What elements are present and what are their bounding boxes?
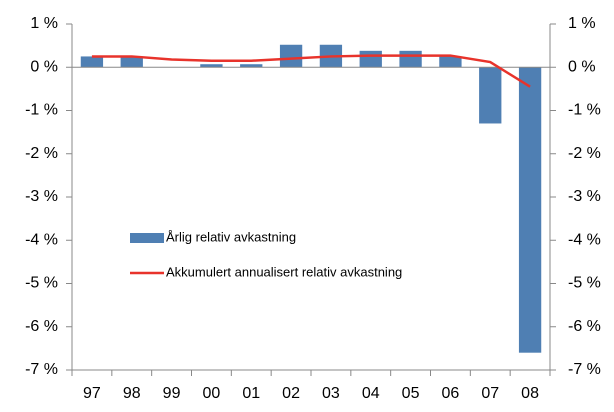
y2-tick-label: -5 % xyxy=(568,275,601,292)
legend-label: Akkumulert annualisert relativ avkastnin… xyxy=(166,264,402,279)
x-tick-label: 01 xyxy=(242,385,260,402)
x-tick-label: 06 xyxy=(442,385,460,402)
x-tick-label: 00 xyxy=(203,385,221,402)
bar xyxy=(518,67,542,353)
y-tick-label: 1 % xyxy=(30,15,58,32)
y-tick-label: -1 % xyxy=(25,102,58,119)
bar xyxy=(200,64,223,68)
y2-tick-label: 1 % xyxy=(568,15,596,32)
y2-tick-label: 0 % xyxy=(568,58,596,75)
bar xyxy=(120,56,143,68)
x-tick-label: 97 xyxy=(83,385,101,402)
y2-tick-label: -6 % xyxy=(568,318,601,335)
bar xyxy=(359,50,382,68)
y2-tick-label: -7 % xyxy=(568,361,601,378)
bar xyxy=(80,56,104,68)
bar xyxy=(399,50,422,68)
y2-tick-label: -3 % xyxy=(568,188,601,205)
bar xyxy=(240,64,263,68)
y2-tick-label: -1 % xyxy=(568,102,601,119)
y-tick-label: 0 % xyxy=(30,58,58,75)
x-tick-label: 03 xyxy=(322,385,340,402)
x-tick-label: 04 xyxy=(362,385,380,402)
y-tick-label: -4 % xyxy=(25,231,58,248)
x-tick-label: 07 xyxy=(481,385,499,402)
y-tick-label: -2 % xyxy=(25,145,58,162)
line xyxy=(91,54,531,88)
legend-swatch xyxy=(130,233,164,243)
x-tick-label: 98 xyxy=(123,385,141,402)
bar xyxy=(279,44,303,68)
y-tick-label: -7 % xyxy=(25,361,58,378)
x-tick-label: 02 xyxy=(282,385,300,402)
bar xyxy=(439,56,462,68)
x-tick-label: 99 xyxy=(163,385,181,402)
y-tick-label: -5 % xyxy=(25,275,58,292)
x-tick-label: 08 xyxy=(521,385,539,402)
bar xyxy=(479,67,502,124)
legend-label: Årlig relativ avkastning xyxy=(166,229,296,244)
y-tick-label: -6 % xyxy=(25,318,58,335)
y2-tick-label: -4 % xyxy=(568,231,601,248)
y-tick-label: -3 % xyxy=(25,188,58,205)
x-tick-label: 05 xyxy=(402,385,420,402)
y2-tick-label: -2 % xyxy=(568,145,601,162)
